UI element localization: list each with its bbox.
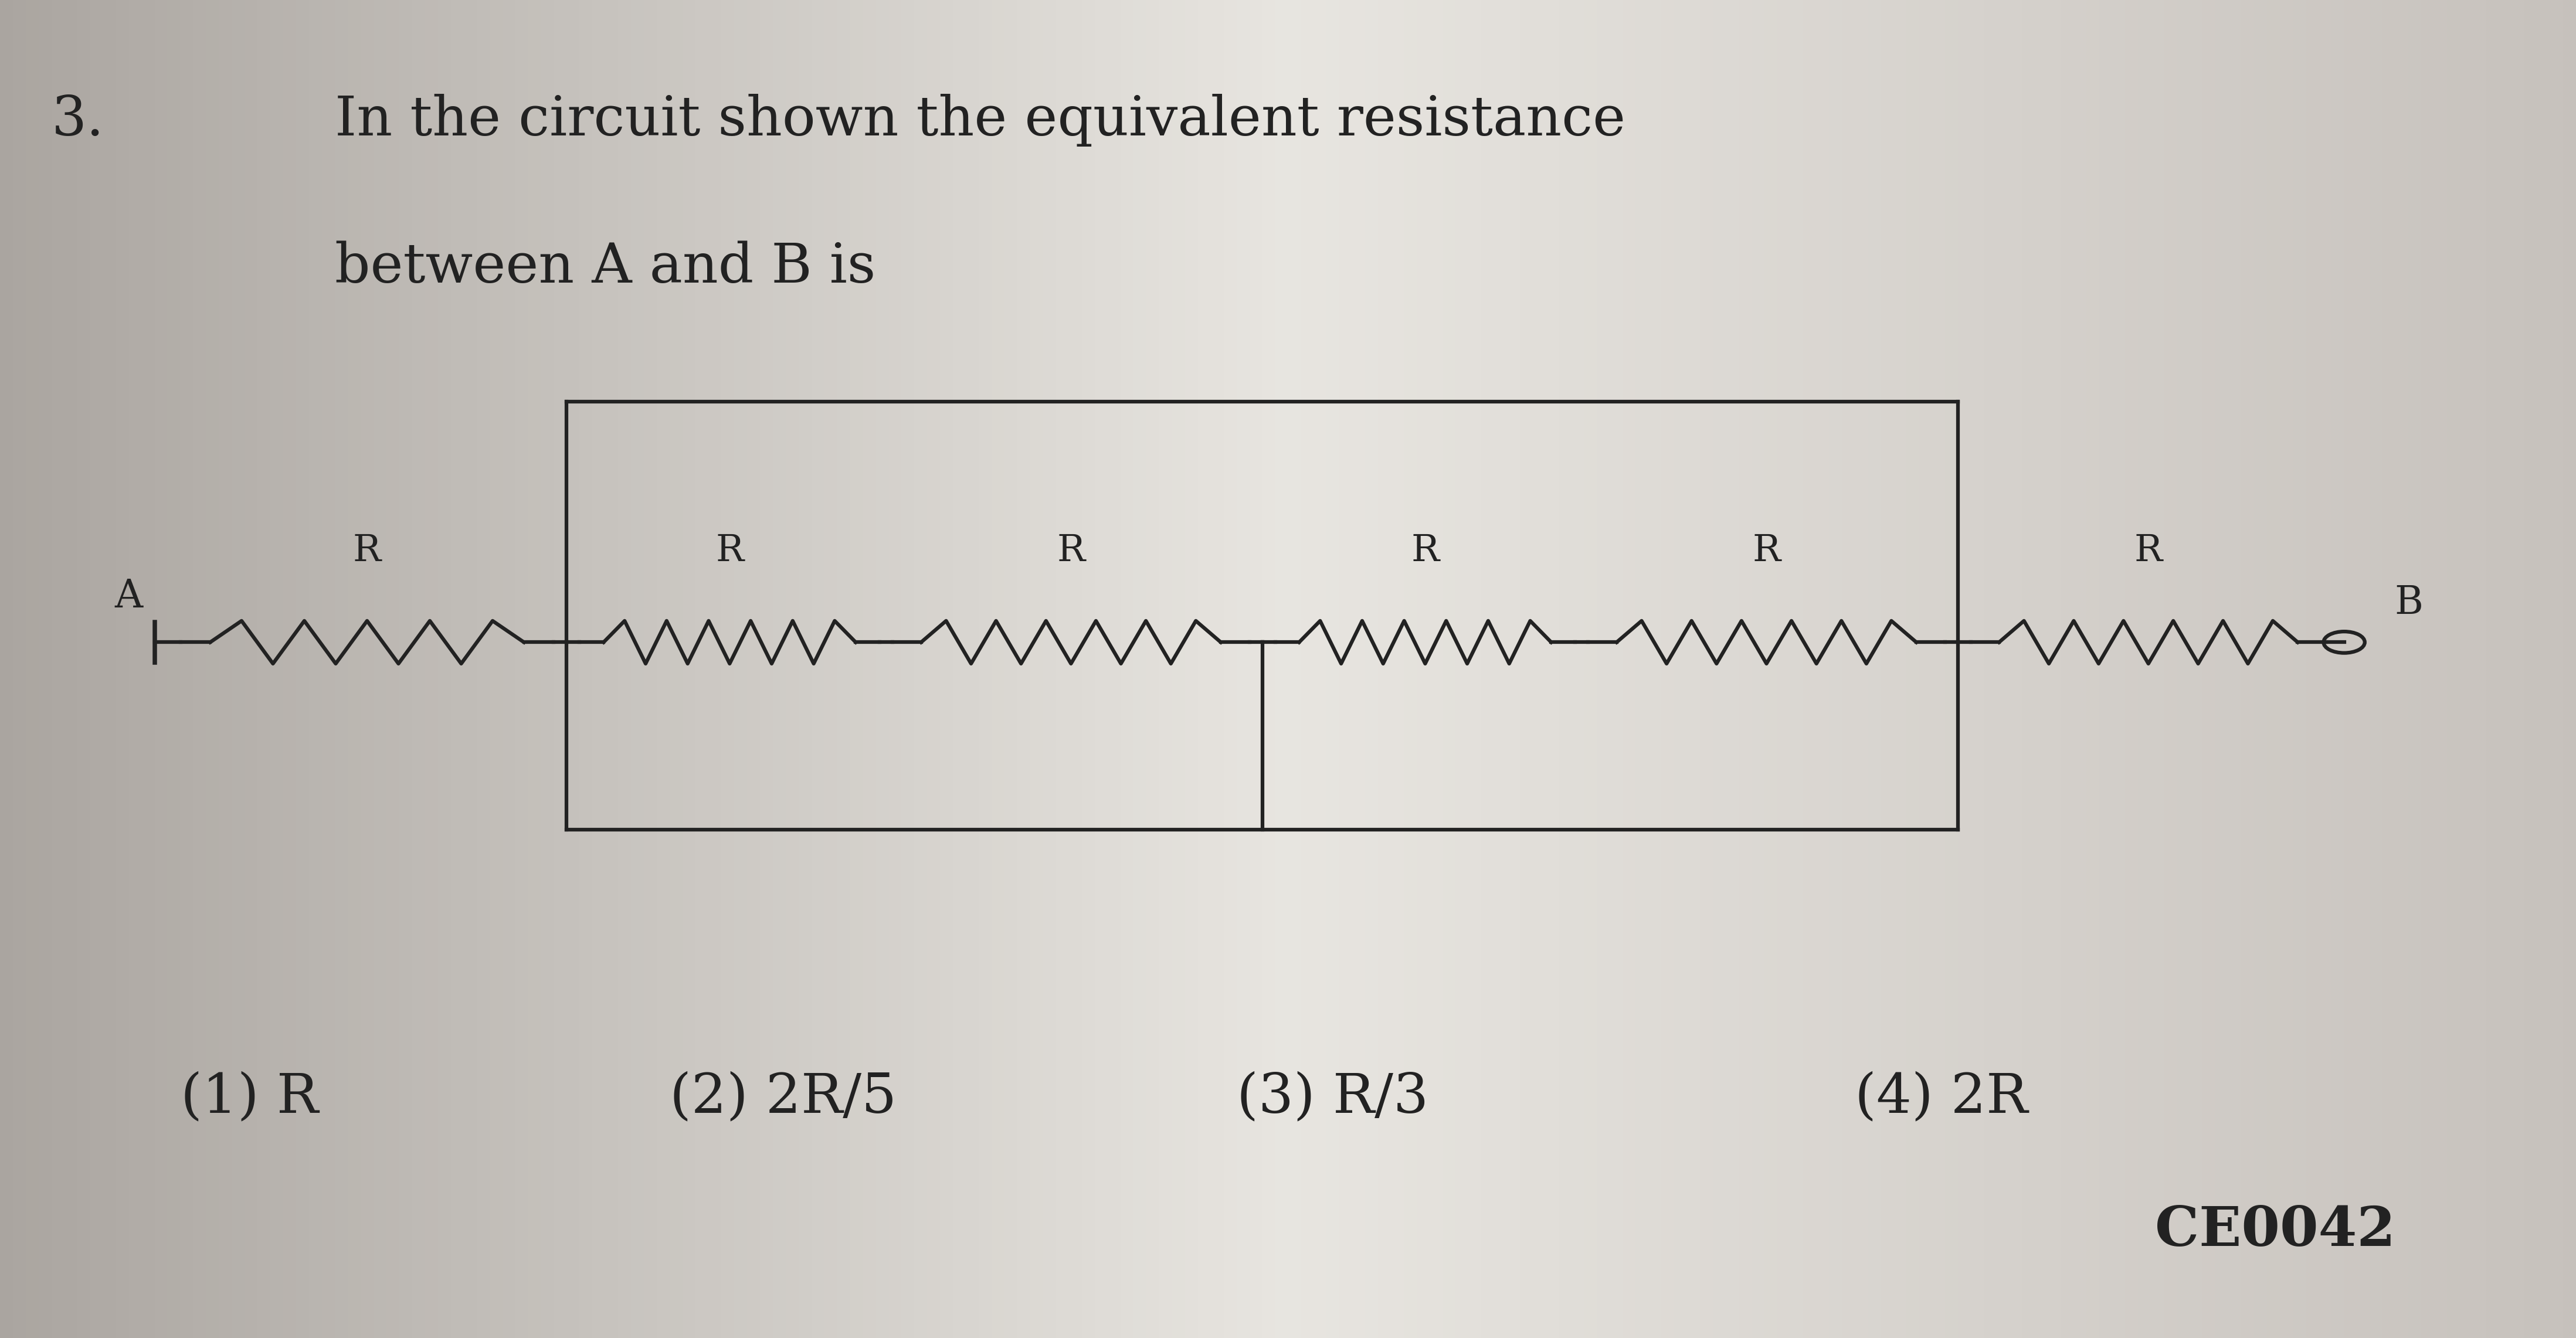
Text: (1) R: (1) R xyxy=(180,1070,317,1124)
Text: (4) 2R: (4) 2R xyxy=(1855,1070,2027,1124)
Text: In the circuit shown the equivalent resistance: In the circuit shown the equivalent resi… xyxy=(335,94,1625,147)
Text: between A and B is: between A and B is xyxy=(335,241,876,294)
Text: R: R xyxy=(2136,533,2161,569)
Text: 3.: 3. xyxy=(52,94,106,147)
Text: R: R xyxy=(1752,533,1780,569)
Text: (3) R/3: (3) R/3 xyxy=(1236,1070,1427,1124)
Text: R: R xyxy=(716,533,744,569)
Text: R: R xyxy=(1412,533,1440,569)
Text: R: R xyxy=(353,533,381,569)
Text: CE0042: CE0042 xyxy=(2156,1204,2396,1258)
Text: R: R xyxy=(1056,533,1084,569)
Text: (2) 2R/5: (2) 2R/5 xyxy=(670,1070,896,1124)
Text: A: A xyxy=(116,577,142,615)
Text: B: B xyxy=(2393,583,2424,622)
